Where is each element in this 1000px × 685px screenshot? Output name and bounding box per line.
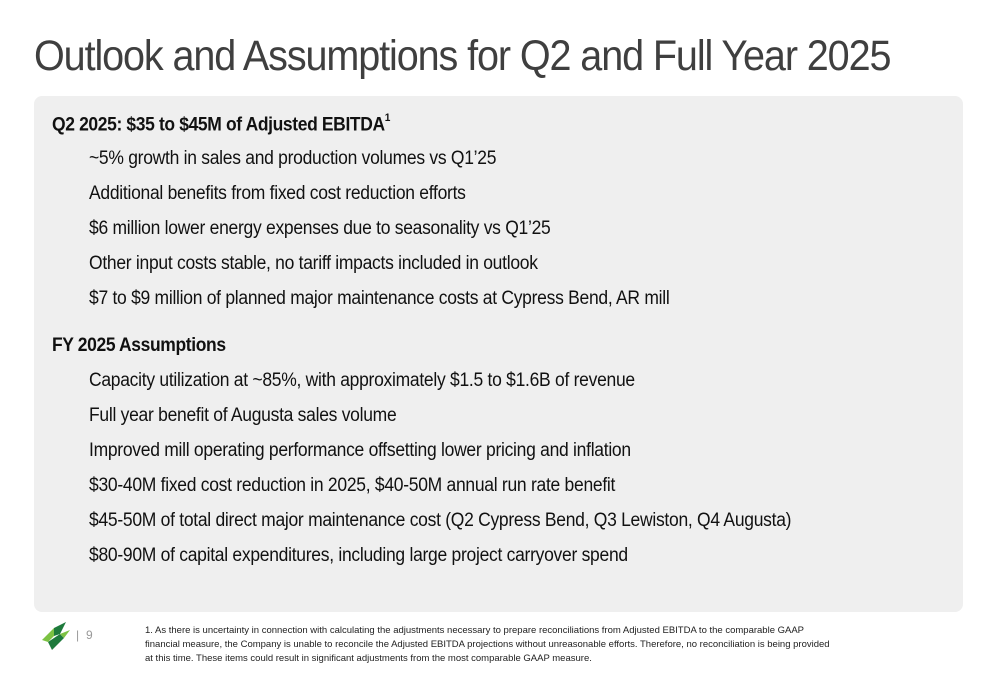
q2-item: Additional benefits from fixed cost redu… [89, 183, 466, 204]
q2-item: Other input costs stable, no tariff impa… [89, 253, 538, 274]
content-panel [34, 96, 963, 612]
page-number: 9 [86, 628, 93, 642]
fy-heading: FY 2025 Assumptions [52, 335, 226, 356]
fy-item: $30-40M fixed cost reduction in 2025, $4… [89, 475, 616, 496]
q2-heading-text: Q2 2025: $35 to $45M of Adjusted EBITDA [52, 114, 385, 136]
q2-heading: Q2 2025: $35 to $45M of Adjusted EBITDA1 [52, 112, 391, 136]
company-leaf-logo-icon [42, 622, 70, 650]
fy-item: Full year benefit of Augusta sales volum… [89, 405, 397, 426]
footnote-marker: 1 [384, 112, 391, 124]
page-title: Outlook and Assumptions for Q2 and Full … [34, 32, 891, 80]
q2-item: $6 million lower energy expenses due to … [89, 218, 551, 239]
fy-item: Capacity utilization at ~85%, with appro… [89, 370, 635, 391]
q2-item: ~5% growth in sales and production volum… [89, 148, 497, 169]
fy-item: Improved mill operating performance offs… [89, 440, 631, 461]
fy-item: $45-50M of total direct major maintenanc… [89, 510, 792, 531]
fy-item: $80-90M of capital expenditures, includi… [89, 545, 628, 566]
q2-item: $7 to $9 million of planned major mainte… [89, 288, 670, 309]
footer-separator: | [76, 628, 80, 642]
footnote: 1. As there is uncertainty in connection… [145, 625, 830, 664]
